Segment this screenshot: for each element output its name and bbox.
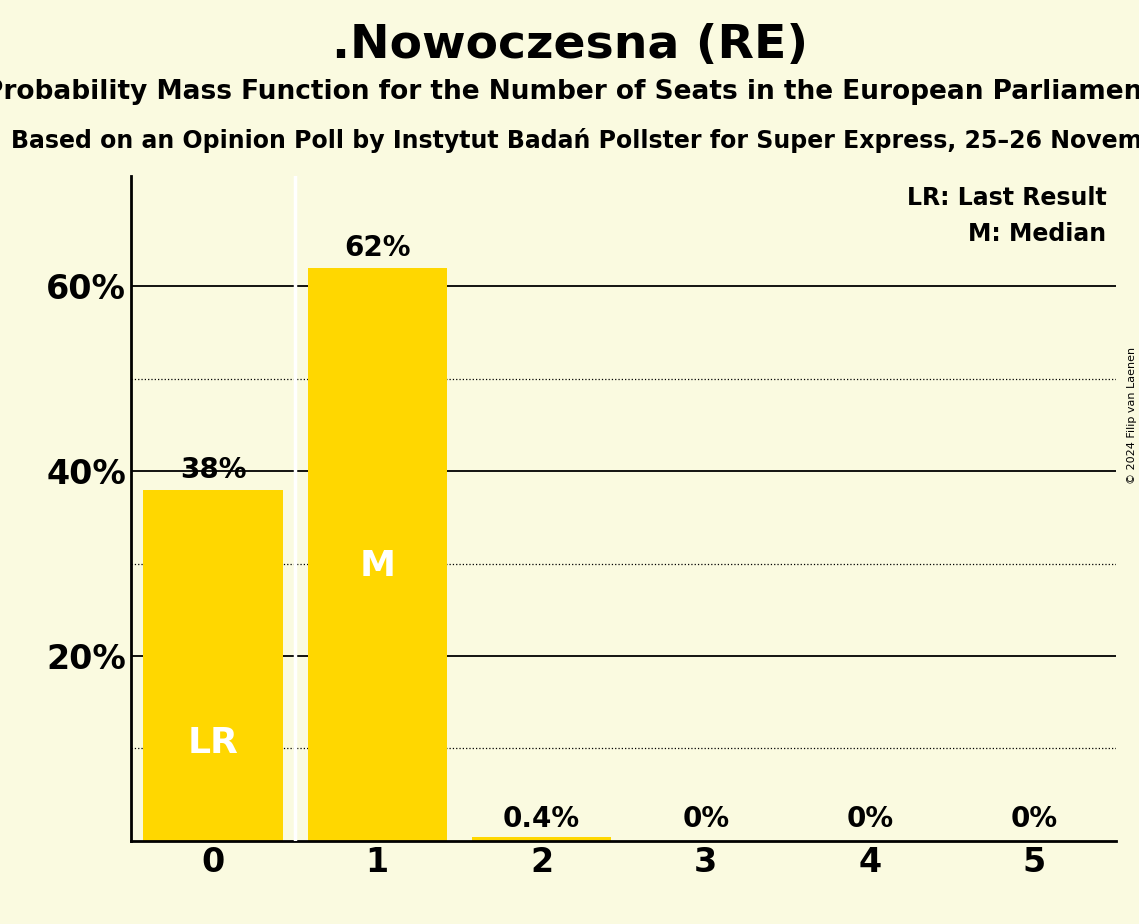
Text: 0%: 0% <box>1010 806 1058 833</box>
Text: 0.4%: 0.4% <box>503 806 580 833</box>
Text: © 2024 Filip van Laenen: © 2024 Filip van Laenen <box>1128 347 1137 484</box>
Text: 62%: 62% <box>344 235 410 262</box>
Text: LR: Last Result: LR: Last Result <box>907 186 1106 210</box>
Bar <box>472 837 612 841</box>
Bar <box>144 490 282 841</box>
Text: Based on an Opinion Poll by Instytut Badań Pollster for Super Express, 25–26 Nov: Based on an Opinion Poll by Instytut Bad… <box>11 128 1139 152</box>
Text: 0%: 0% <box>682 806 729 833</box>
Text: LR: LR <box>188 725 238 760</box>
Text: M: M <box>359 549 395 583</box>
Text: .Nowoczesna (RE): .Nowoczesna (RE) <box>331 23 808 68</box>
Text: Probability Mass Function for the Number of Seats in the European Parliament: Probability Mass Function for the Number… <box>0 79 1139 104</box>
Text: 38%: 38% <box>180 456 246 484</box>
Text: M: Median: M: Median <box>968 222 1106 246</box>
Text: 0%: 0% <box>846 806 893 833</box>
Bar <box>308 268 448 841</box>
